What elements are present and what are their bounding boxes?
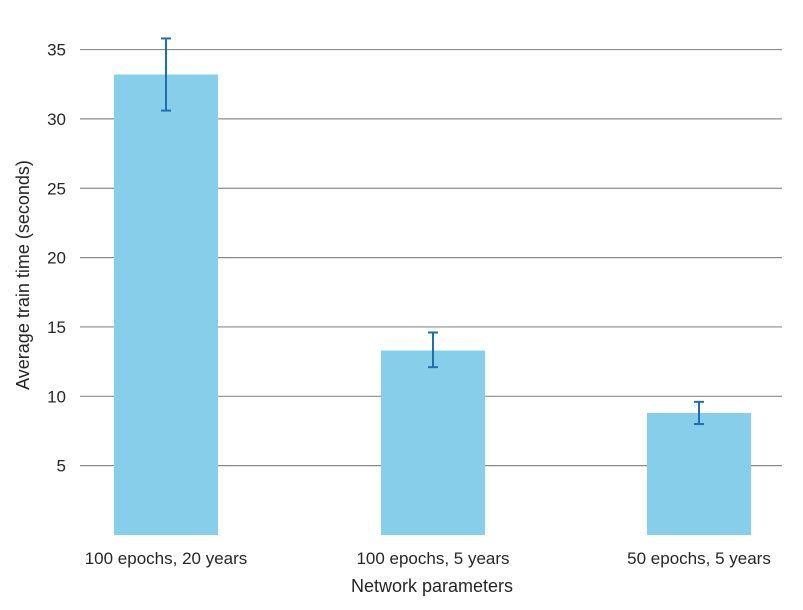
y-tick-label: 20 <box>47 249 66 268</box>
bar <box>114 74 218 536</box>
error-bars <box>161 37 704 426</box>
y-tick-label: 15 <box>47 318 66 337</box>
x-tick-label: 100 epochs, 20 years <box>85 549 248 568</box>
y-tick-label: 10 <box>47 387 66 406</box>
y-tick-label: 5 <box>57 457 66 476</box>
x-tick-labels: 100 epochs, 20 years 100 epochs, 5 years 5… <box>85 549 771 568</box>
x-tick-label: 100 epochs, 5 years <box>356 549 509 568</box>
y-tick-label: 25 <box>47 179 66 198</box>
y-tick-label: 30 <box>47 110 66 129</box>
x-axis-label: Network parameters <box>351 576 513 596</box>
y-axis-label: Average train time (seconds) <box>13 160 33 390</box>
bar <box>381 350 485 535</box>
x-tick-label: 50 epochs, 5 years <box>627 549 771 568</box>
bars <box>114 74 751 536</box>
y-tick-labels: 5 10 15 20 25 30 35 <box>47 41 66 476</box>
bar <box>647 412 751 535</box>
y-tick-label: 35 <box>47 41 66 60</box>
